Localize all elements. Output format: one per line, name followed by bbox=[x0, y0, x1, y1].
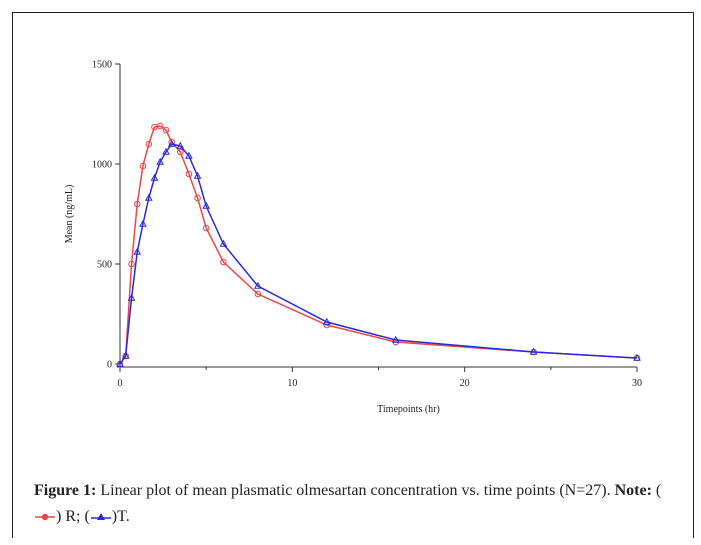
x-tick-label: 10 bbox=[287, 378, 297, 389]
figure-caption: Figure 1: Linear plot of mean plasmatic … bbox=[34, 482, 662, 525]
data-point-T bbox=[144, 193, 153, 201]
line-chart: 0 500 1000 1500 0 10 20 30 Mean (ng/mL) Timepoi… bbox=[64, 60, 642, 416]
series-line-R bbox=[119, 125, 638, 365]
data-point-R bbox=[145, 140, 153, 148]
caption-text: Linear plot of mean plasmatic olmesartan… bbox=[100, 482, 611, 499]
x-tick-label: 30 bbox=[632, 378, 642, 389]
data-point-T bbox=[219, 239, 228, 247]
data-point-T bbox=[167, 139, 176, 147]
data-point-T bbox=[391, 335, 400, 343]
data-point-T bbox=[202, 201, 211, 209]
legend-t-label: T. bbox=[117, 508, 130, 525]
data-point-T bbox=[133, 247, 142, 255]
y-tick-label: 500 bbox=[97, 260, 112, 271]
data-point-R bbox=[254, 290, 262, 298]
data-point-T bbox=[254, 281, 262, 289]
data-point-R bbox=[220, 258, 227, 266]
data-point-R bbox=[194, 194, 201, 202]
data-point-T bbox=[116, 359, 124, 367]
data-point-T bbox=[162, 147, 170, 155]
data-point-R bbox=[202, 224, 210, 232]
data-point-R bbox=[185, 170, 193, 178]
figure-frame bbox=[12, 12, 694, 538]
data-point-T bbox=[322, 317, 331, 325]
x-axis-label: Timepoints (hr) bbox=[377, 404, 440, 415]
data-point-T bbox=[150, 173, 159, 181]
y-tick-label: 1500 bbox=[92, 60, 112, 71]
data-point-R bbox=[133, 200, 141, 208]
data-point-R bbox=[139, 162, 147, 170]
data-point-T bbox=[633, 353, 641, 361]
chart-series bbox=[116, 122, 641, 368]
data-point-T bbox=[139, 219, 147, 227]
y-tick-label: 1000 bbox=[92, 160, 112, 171]
data-point-T bbox=[185, 151, 193, 159]
x-tick-label: 0 bbox=[118, 378, 123, 389]
legend-t-symbol bbox=[90, 513, 111, 521]
data-point-R bbox=[162, 126, 170, 134]
data-point-R bbox=[156, 122, 164, 130]
data-point-T bbox=[529, 347, 538, 355]
caption-note-label: Note: bbox=[614, 482, 652, 499]
legend-r-symbol bbox=[35, 514, 55, 521]
x-tick-label: 20 bbox=[460, 378, 470, 389]
y-tick-label: 0 bbox=[107, 360, 112, 371]
y-axis-label: Mean (ng/mL) bbox=[64, 185, 75, 244]
data-point-T bbox=[193, 171, 202, 179]
data-point-T bbox=[121, 351, 130, 359]
chart-axes: 0 500 1000 1500 0 10 20 30 bbox=[92, 60, 642, 390]
caption-figure-label: Figure 1: bbox=[34, 482, 97, 499]
series-line-T bbox=[119, 143, 638, 365]
legend-r-label: R; bbox=[65, 508, 81, 525]
data-point-T bbox=[176, 141, 185, 149]
data-point-T bbox=[156, 157, 165, 165]
data-point-T bbox=[127, 293, 136, 301]
data-point-R bbox=[128, 260, 135, 268]
data-point-R bbox=[177, 148, 184, 156]
